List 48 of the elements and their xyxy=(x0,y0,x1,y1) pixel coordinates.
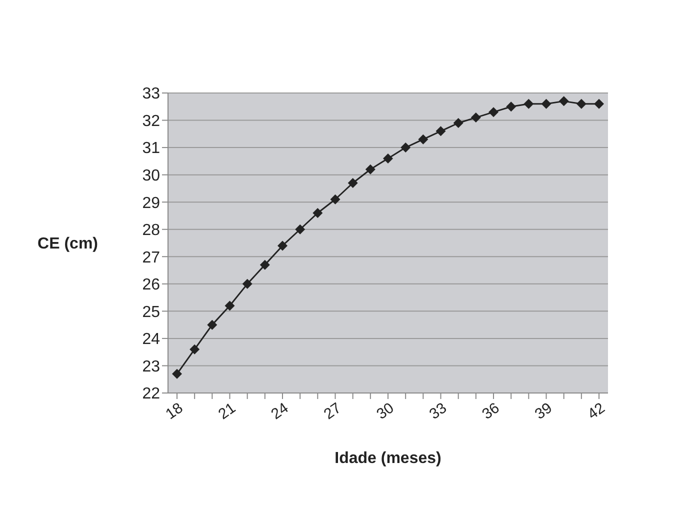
point xyxy=(524,98,534,109)
x-axis-title: Idade (meses) xyxy=(334,450,442,467)
y-tick-label: 22 xyxy=(142,386,160,403)
point xyxy=(260,260,270,270)
y-tick-label: 31 xyxy=(142,140,160,158)
point xyxy=(242,278,252,289)
y-tick-label: 26 xyxy=(142,276,160,294)
point xyxy=(576,98,586,109)
x-tick-label: 39 xyxy=(532,400,556,424)
point xyxy=(506,102,516,112)
point xyxy=(278,240,288,251)
x-tick-label: 18 xyxy=(162,400,186,424)
x-tick-label: 33 xyxy=(426,400,450,424)
y-tick-label: 28 xyxy=(142,222,160,240)
point xyxy=(594,98,604,109)
y-tick-label: 32 xyxy=(142,112,160,130)
point xyxy=(330,194,340,204)
y-axis-title: CE (cm) xyxy=(38,236,98,253)
x-tick-label: 21 xyxy=(215,400,239,424)
y-tick-label: 25 xyxy=(142,304,160,321)
y-tick-label: 30 xyxy=(142,168,160,184)
point xyxy=(558,96,569,106)
x-tick-label: 27 xyxy=(320,400,344,424)
point xyxy=(453,118,464,128)
point xyxy=(418,134,428,144)
point xyxy=(207,320,218,330)
point xyxy=(365,164,376,174)
point xyxy=(224,300,235,311)
x-tick-label: 30 xyxy=(374,400,398,424)
y-tick-label: 29 xyxy=(142,194,160,212)
y-tick-label: 24 xyxy=(142,331,160,348)
point xyxy=(312,208,323,218)
point xyxy=(383,153,393,164)
point xyxy=(295,224,306,234)
point xyxy=(470,112,481,123)
point xyxy=(190,344,200,354)
x-tick-label: 36 xyxy=(479,400,503,424)
point xyxy=(400,142,411,153)
point xyxy=(541,98,552,109)
point xyxy=(172,368,182,379)
point xyxy=(348,178,358,188)
point xyxy=(436,126,446,136)
y-tick-label: 33 xyxy=(142,86,160,103)
x-tick-label: 24 xyxy=(268,400,292,424)
point xyxy=(488,107,498,118)
x-tick-label: 42 xyxy=(584,400,608,424)
y-tick-label: 27 xyxy=(142,249,160,266)
y-tick-label: 23 xyxy=(142,358,160,376)
